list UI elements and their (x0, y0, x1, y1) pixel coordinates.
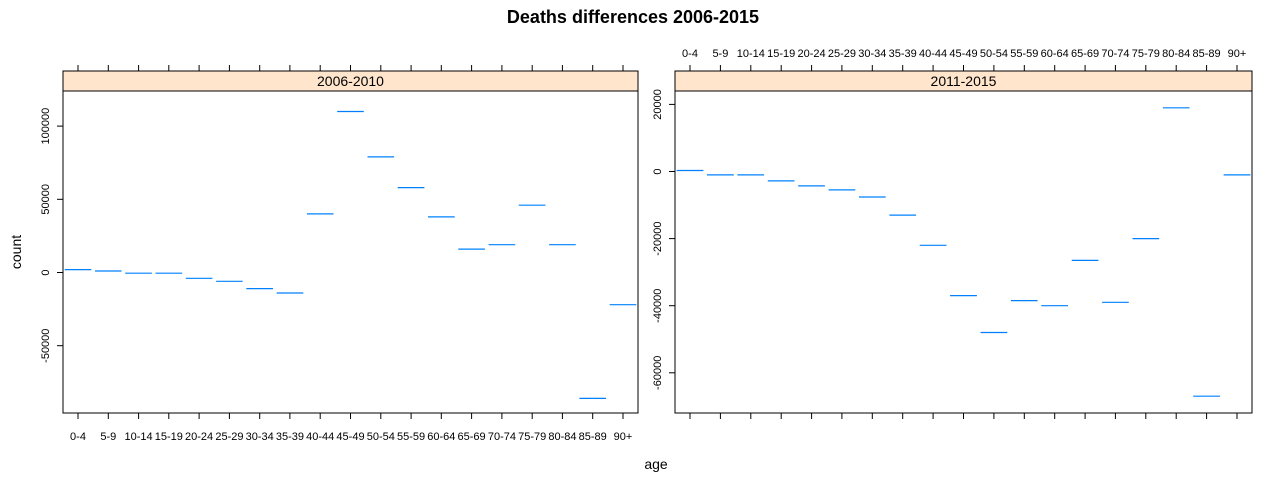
x-tick-label-2011-2015-15-19: 15-19 (767, 48, 795, 60)
x-tick-label-2011-2015-85-89: 85-89 (1193, 48, 1221, 60)
x-tick-label-2006-2010-55-59: 55-59 (397, 431, 425, 443)
x-tick-label-2006-2010-80-84: 80-84 (548, 431, 576, 443)
x-tick-label-2006-2010-70-74: 70-74 (488, 431, 516, 443)
x-tick-label-2011-2015-30-34: 30-34 (858, 48, 886, 60)
x-tick-label-2006-2010-45-49: 45-49 (336, 431, 364, 443)
x-tick-label-2011-2015-50-54: 50-54 (980, 48, 1008, 60)
strip-label-2011-2015: 2011-2015 (931, 73, 997, 89)
y-tick-label-2011-2015-0: -60000 (652, 356, 664, 390)
x-tick-label-2006-2010-10-14: 10-14 (125, 431, 153, 443)
x-tick-label-2011-2015-70-74: 70-74 (1101, 48, 1129, 60)
y-tick-label-2011-2015-4: 20000 (652, 89, 664, 120)
x-axis-title: age (644, 456, 668, 472)
x-tick-label-2006-2010-15-19: 15-19 (155, 431, 183, 443)
x-tick-label-2006-2010-0-4: 0-4 (70, 431, 86, 443)
x-tick-label-2011-2015-90plus: 90+ (1228, 48, 1247, 60)
x-tick-label-2011-2015-45-49: 45-49 (949, 48, 977, 60)
y-tick-label-2006-2010-3: 100000 (40, 108, 52, 145)
x-tick-label-2006-2010-50-54: 50-54 (367, 431, 395, 443)
y-tick-label-2011-2015-1: -40000 (652, 289, 664, 323)
panel-2006-2010: 2006-2010 -50000 0 50000 100000 0-4 5-9 10-14 1… (40, 65, 639, 443)
chart-title: Deaths differences 2006-2015 (507, 7, 759, 27)
panel-2011-2015: 2011-2015 -60000 -40000 -20000 0 20000 0-4 5-9… (652, 48, 1253, 419)
x-tick-label-2011-2015-35-39: 35-39 (889, 48, 917, 60)
y-tick-label-2006-2010-1: 0 (40, 269, 52, 275)
y-axis-title: count (8, 235, 24, 269)
x-tick-label-2011-2015-65-69: 65-69 (1071, 48, 1099, 60)
y-tick-label-2006-2010-2: 50000 (40, 184, 52, 215)
x-tick-label-2011-2015-80-84: 80-84 (1162, 48, 1190, 60)
x-tick-label-2006-2010-60-64: 60-64 (427, 431, 455, 443)
x-tick-label-2011-2015-25-29: 25-29 (828, 48, 856, 60)
x-tick-label-2011-2015-0-4: 0-4 (682, 48, 698, 60)
x-tick-label-2006-2010-20-24: 20-24 (185, 431, 213, 443)
x-tick-label-2011-2015-20-24: 20-24 (798, 48, 826, 60)
x-tick-label-2006-2010-85-89: 85-89 (579, 431, 607, 443)
x-tick-label-2006-2010-5-9: 5-9 (100, 431, 116, 443)
x-tick-label-2011-2015-10-14: 10-14 (737, 48, 765, 60)
x-tick-label-2011-2015-55-59: 55-59 (1010, 48, 1038, 60)
x-tick-label-2006-2010-65-69: 65-69 (458, 431, 486, 443)
x-tick-label-2011-2015-75-79: 75-79 (1132, 48, 1160, 60)
x-tick-label-2006-2010-30-34: 30-34 (246, 431, 274, 443)
plot-frame-2011-2015 (674, 90, 1253, 414)
x-tick-label-2006-2010-40-44: 40-44 (306, 431, 334, 443)
x-tick-label-2006-2010-90plus: 90+ (614, 431, 633, 443)
y-tick-label-2011-2015-3: 0 (652, 168, 664, 174)
x-tick-label-2006-2010-75-79: 75-79 (518, 431, 546, 443)
x-tick-label-2011-2015-60-64: 60-64 (1041, 48, 1069, 60)
x-tick-label-2006-2010-25-29: 25-29 (215, 431, 243, 443)
plot-frame-2006-2010 (62, 90, 639, 414)
y-tick-label-2006-2010-0: -50000 (40, 329, 52, 363)
x-tick-label-2011-2015-5-9: 5-9 (712, 48, 728, 60)
y-tick-label-2011-2015-2: -20000 (652, 221, 664, 255)
x-tick-label-2011-2015-40-44: 40-44 (919, 48, 947, 60)
strip-label-2006-2010: 2006-2010 (317, 73, 384, 89)
x-tick-label-2006-2010-35-39: 35-39 (276, 431, 304, 443)
